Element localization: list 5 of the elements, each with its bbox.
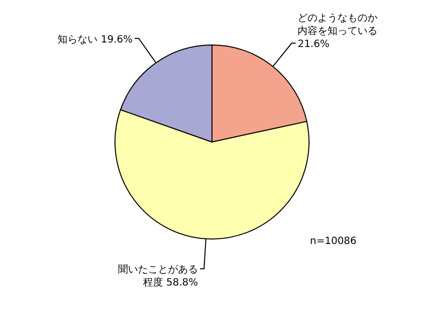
slice-label: 知らない 19.6% xyxy=(58,33,133,46)
slice-label: どのようなものか内容を知っている xyxy=(298,13,378,38)
data-label: 21.6% xyxy=(298,39,330,50)
text: n=10086 xyxy=(310,236,357,247)
slice-label: 聞いたことがある程度 58.8% xyxy=(118,264,198,289)
